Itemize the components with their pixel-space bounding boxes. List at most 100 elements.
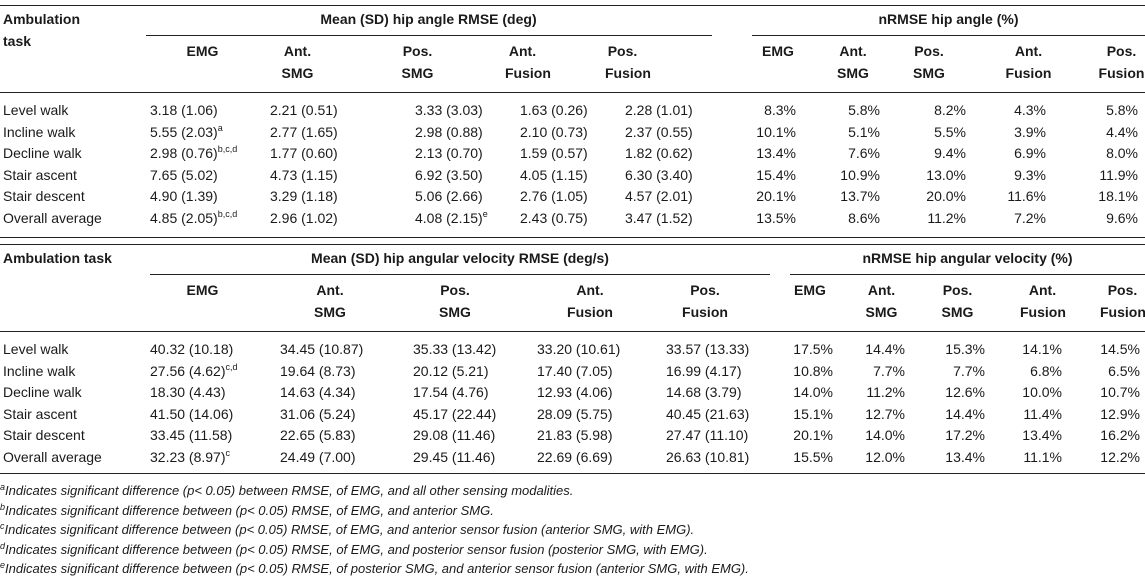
nrmse-cell: 10.7% (1100, 384, 1140, 400)
column-header-nrmse: Fusion (1020, 304, 1066, 320)
rmse-cell: 27.56 (4.62)c,d (150, 361, 238, 379)
rmse-cell: 2.77 (1.65) (270, 123, 338, 140)
column-header-nrmse: SMG (913, 65, 945, 81)
column-header-rmse: Ant. (576, 282, 604, 298)
nrmse-cell: 15.1% (793, 405, 833, 422)
rmse-cell: 2.98 (0.76)b,c,d (150, 144, 238, 162)
nrmse-cell: 6.5% (1108, 362, 1140, 379)
rmse-cell: 1.82 (0.62) (625, 145, 693, 161)
rmse-cell: 16.99 (4.17) (666, 362, 742, 379)
column-header-nrmse: SMG (941, 304, 974, 320)
column-header-rmse: Ant. (283, 43, 312, 59)
nrmse-cell: 12.6% (945, 384, 985, 400)
column-header-nrmse: Pos. (1107, 282, 1138, 298)
rmse-cell: 6.30 (3.40) (625, 166, 693, 183)
table-top-rule (0, 5, 1145, 6)
significance-mark: b,c,d (217, 144, 238, 154)
nrmse-cell: 9.4% (934, 145, 966, 161)
task-header: task (3, 33, 32, 49)
rmse-cell: 2.13 (0.70) (415, 145, 483, 161)
footnote-mark: c (0, 521, 5, 531)
task-header: Ambulation (3, 11, 80, 27)
rmse-cell: 7.65 (5.02) (150, 166, 218, 183)
rmse-cell: 22.69 (6.69) (537, 448, 613, 465)
nrmse-cell: 11.2% (866, 384, 905, 400)
row-task-label: Level walk (3, 341, 69, 357)
footnote-text: Indicates significant difference between… (5, 541, 708, 557)
rmse-cell: 34.45 (10.87) (280, 341, 364, 357)
nrmse-cell: 13.4% (1022, 427, 1062, 443)
column-header-rmse: Fusion (505, 65, 551, 81)
significance-mark: c (225, 447, 231, 458)
nrmse-cell: 13.4% (756, 145, 796, 161)
footnote-text: Indicates significant difference between… (4, 522, 695, 537)
nrmse-cell: 3.9% (1014, 123, 1046, 140)
footnote-text: Indicates significant difference between… (5, 561, 749, 576)
hip-angle-table: Ambulation task Mean (SD) hip angle RMSE (… (0, 5, 1145, 239)
nrmse-cell: 10.8% (793, 362, 833, 379)
row-task-label: Incline walk (3, 362, 76, 379)
rmse-cell: 17.40 (7.05) (537, 362, 613, 379)
column-header-nrmse: Fusion (1098, 65, 1145, 81)
nrmse-cell: 14.1% (1022, 341, 1062, 357)
column-header-rmse: Pos. (690, 282, 720, 298)
nrmse-cell: 7.7% (953, 362, 985, 379)
footnote-a: aIndicates significant difference (p< 0.… (0, 482, 573, 500)
row-task-label: Stair ascent (3, 405, 77, 422)
rmse-cell: 2.28 (1.01) (625, 102, 693, 118)
column-header-nrmse: Ant. (1014, 43, 1043, 59)
column-header-rmse: SMG (281, 65, 314, 81)
rmse-cell: 4.85 (2.05)b,c,d (150, 208, 238, 226)
nrmse-cell: 11.2% (927, 209, 966, 226)
nrmse-cell: 4.3% (1014, 102, 1046, 118)
group-rule-left (150, 274, 770, 275)
nrmse-cell: 7.6% (848, 145, 880, 161)
column-header-rmse: Fusion (605, 65, 651, 81)
nrmse-cell: 10.0% (1022, 384, 1062, 400)
column-header-rmse: Pos. (607, 43, 638, 59)
rmse-cell: 4.90 (1.39) (150, 188, 218, 204)
footnote-d: dIndicates significant difference betwee… (0, 541, 708, 559)
rmse-cell: 14.68 (3.79) (666, 384, 742, 400)
column-header-nrmse: Pos. (942, 282, 973, 298)
rmse-cell: 2.37 (0.55) (625, 123, 693, 140)
rmse-cell: 6.92 (3.50) (415, 166, 483, 183)
column-header-rmse: EMG (186, 43, 219, 59)
rmse-cell: 4.73 (1.15) (270, 166, 338, 183)
nrmse-cell: 13.5% (756, 209, 796, 226)
nrmse-cell: 14.4% (865, 341, 905, 357)
nrmse-cell: 4.4% (1106, 123, 1138, 140)
group-rule-right (752, 35, 1145, 36)
rmse-cell: 17.54 (4.76) (413, 384, 489, 400)
rmse-cell: 4.08 (2.15)e (415, 208, 488, 226)
nrmse-cell: 8.2% (934, 102, 966, 118)
nrmse-cell: 14.0% (793, 384, 833, 400)
group-header-nrmse: nRMSE hip angular velocity (%) (862, 250, 1073, 266)
rmse-cell: 31.06 (5.24) (280, 405, 356, 422)
nrmse-cell: 5.8% (1106, 102, 1138, 118)
nrmse-cell: 9.6% (1106, 209, 1138, 226)
group-header-rmse: Mean (SD) hip angle RMSE (deg) (320, 11, 537, 27)
nrmse-cell: 11.1% (1023, 448, 1062, 465)
nrmse-cell: 14.5% (1100, 341, 1140, 357)
rmse-cell: 33.45 (11.58) (150, 427, 233, 443)
nrmse-cell: 7.2% (1014, 209, 1046, 226)
row-task-label: Stair descent (3, 188, 85, 204)
column-header-nrmse: SMG (865, 304, 898, 320)
rmse-cell: 33.20 (10.61) (537, 341, 621, 357)
rmse-cell: 20.12 (5.21) (413, 362, 489, 379)
group-rule-right (790, 274, 1145, 275)
rmse-cell: 45.17 (22.44) (413, 405, 497, 422)
significance-mark: a (217, 122, 223, 133)
nrmse-cell: 11.6% (1007, 188, 1046, 204)
rmse-cell: 33.57 (13.33) (666, 341, 750, 357)
footnote-mark: b (0, 501, 6, 512)
rmse-cell: 26.63 (10.81) (666, 448, 750, 465)
nrmse-cell: 12.2% (1100, 448, 1140, 465)
rmse-cell: 22.65 (5.83) (280, 427, 356, 443)
task-header: Ambulation task (3, 250, 112, 266)
significance-mark: e (482, 208, 488, 219)
nrmse-cell: 17.2% (945, 427, 985, 443)
rmse-cell: 3.29 (1.18) (270, 188, 338, 204)
rmse-cell: 3.33 (3.03) (415, 102, 483, 118)
